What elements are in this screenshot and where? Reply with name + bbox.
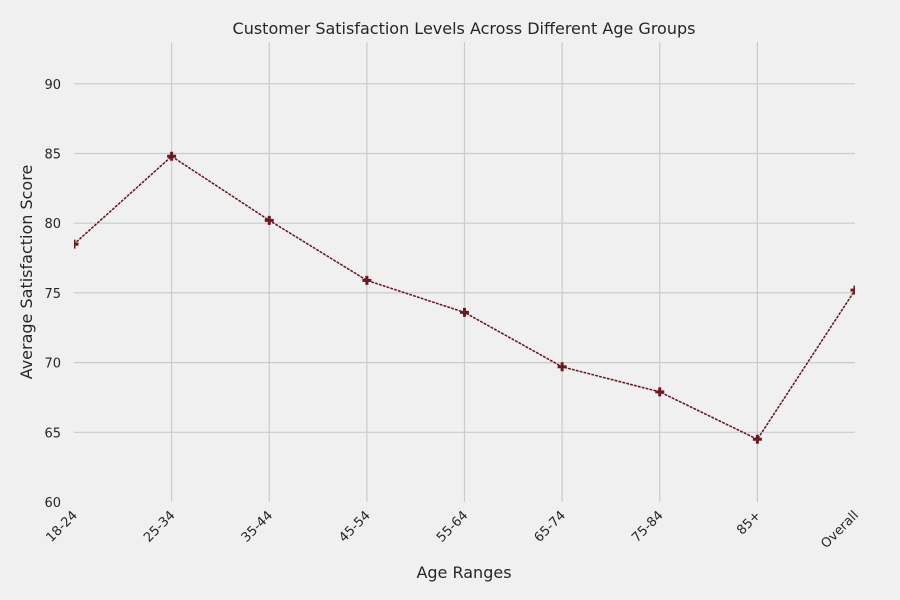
y-tick-label: 75 (44, 287, 61, 302)
x-tick-label: Overall (818, 508, 861, 551)
y-tick-label: 70 (44, 357, 61, 372)
y-tick-label: 65 (44, 426, 61, 441)
data-point-marker (362, 275, 372, 285)
data-point-marker (460, 307, 469, 317)
y-axis-ticks: 60 65 70 75 80 85 90 (44, 78, 61, 511)
y-tick-label: 85 (44, 148, 61, 163)
y-tick-label: 90 (44, 78, 61, 93)
x-axis-ticks: 18-24 25-34 35-44 45-54 55-64 65-74 75-84 85+ Ov… (44, 508, 862, 551)
y-axis-label: Average Satisfaction Score (17, 165, 36, 380)
data-point-marker (557, 362, 567, 372)
grid (74, 42, 855, 502)
x-tick-label: 25-34 (141, 508, 178, 545)
x-tick-label: 45-54 (336, 508, 373, 545)
series-group (74, 151, 855, 444)
x-tick-label: 35-44 (239, 508, 276, 545)
data-point-marker (74, 239, 79, 249)
y-tick-label: 80 (44, 217, 61, 232)
x-axis-label: Age Ranges (416, 563, 511, 582)
x-tick-label: 65-74 (532, 508, 569, 545)
x-tick-label: 18-24 (44, 508, 81, 545)
x-tick-label: 75-84 (629, 508, 666, 545)
chart-title: Customer Satisfaction Levels Across Diff… (233, 19, 696, 38)
series (74, 151, 855, 444)
data-point-marker (655, 387, 665, 397)
data-point-marker (264, 215, 274, 225)
y-tick-label: 60 (44, 496, 61, 511)
x-tick-label: 55-64 (434, 508, 471, 545)
data-point-marker (850, 285, 855, 295)
data-point-marker (167, 151, 177, 161)
x-tick-label: 85+ (734, 508, 764, 538)
data-point-marker (752, 434, 762, 444)
